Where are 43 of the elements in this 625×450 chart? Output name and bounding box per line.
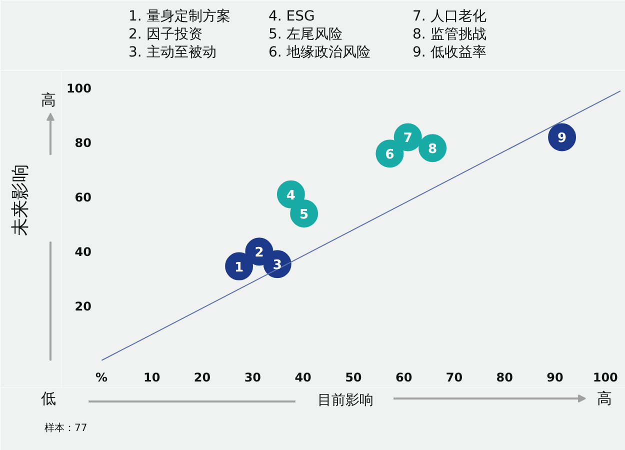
annotation: 1 xyxy=(234,260,244,276)
y-tick-label: 60 xyxy=(74,190,92,205)
x-tick-label: % xyxy=(95,370,108,384)
annotation: 3 xyxy=(272,258,282,274)
point xyxy=(394,123,422,152)
annotation: 4 xyxy=(286,188,296,204)
text: 7. 人口老化 xyxy=(412,8,486,24)
text: 6. 地缘政治风险 xyxy=(268,44,370,60)
text: 1. 量身定制方案 xyxy=(128,8,230,24)
y-tick-label: 100 xyxy=(66,82,92,96)
text: 3. 主动至被动 xyxy=(128,44,216,60)
y-axis-title: 未来影响 xyxy=(10,164,31,236)
text: 高 xyxy=(41,91,56,110)
annotation: 2 xyxy=(254,246,264,261)
x-tick-label: 20 xyxy=(194,370,211,384)
x-tick-label: 40 xyxy=(294,370,312,384)
x-tick-label: 60 xyxy=(395,370,412,384)
x-tick-label: 70 xyxy=(446,370,463,384)
text: 样本：77 xyxy=(44,422,88,434)
annotation: 9 xyxy=(558,131,567,146)
y-tick-label: 20 xyxy=(74,300,92,314)
text: 高 xyxy=(597,390,612,408)
y-tick-label: 40 xyxy=(74,245,92,260)
text: 2. 因子投资 xyxy=(128,26,202,42)
text: 9. 低收益率 xyxy=(412,44,486,60)
text: 8. 监管挑战 xyxy=(412,26,486,42)
x-tick-label: 90 xyxy=(546,370,564,384)
point xyxy=(290,199,318,228)
x-axis-title: 目前影响 xyxy=(318,392,374,408)
x-tick-label: 80 xyxy=(496,370,513,384)
annotation: 7 xyxy=(403,131,412,146)
annotation: 6 xyxy=(385,148,394,163)
annotation: 8 xyxy=(428,142,438,158)
x-tick-label: 100 xyxy=(592,370,618,384)
x-tick-label: 30 xyxy=(244,370,262,384)
point xyxy=(225,252,254,280)
text: 4. ESG xyxy=(268,8,315,24)
x-tick-label: 50 xyxy=(345,370,362,384)
text: 低 xyxy=(41,390,56,408)
annotation: 5 xyxy=(300,207,309,222)
y-tick-label: 80 xyxy=(74,136,92,150)
x-tick-label: 10 xyxy=(144,370,160,384)
text: 5. 左尾风险 xyxy=(268,26,342,42)
